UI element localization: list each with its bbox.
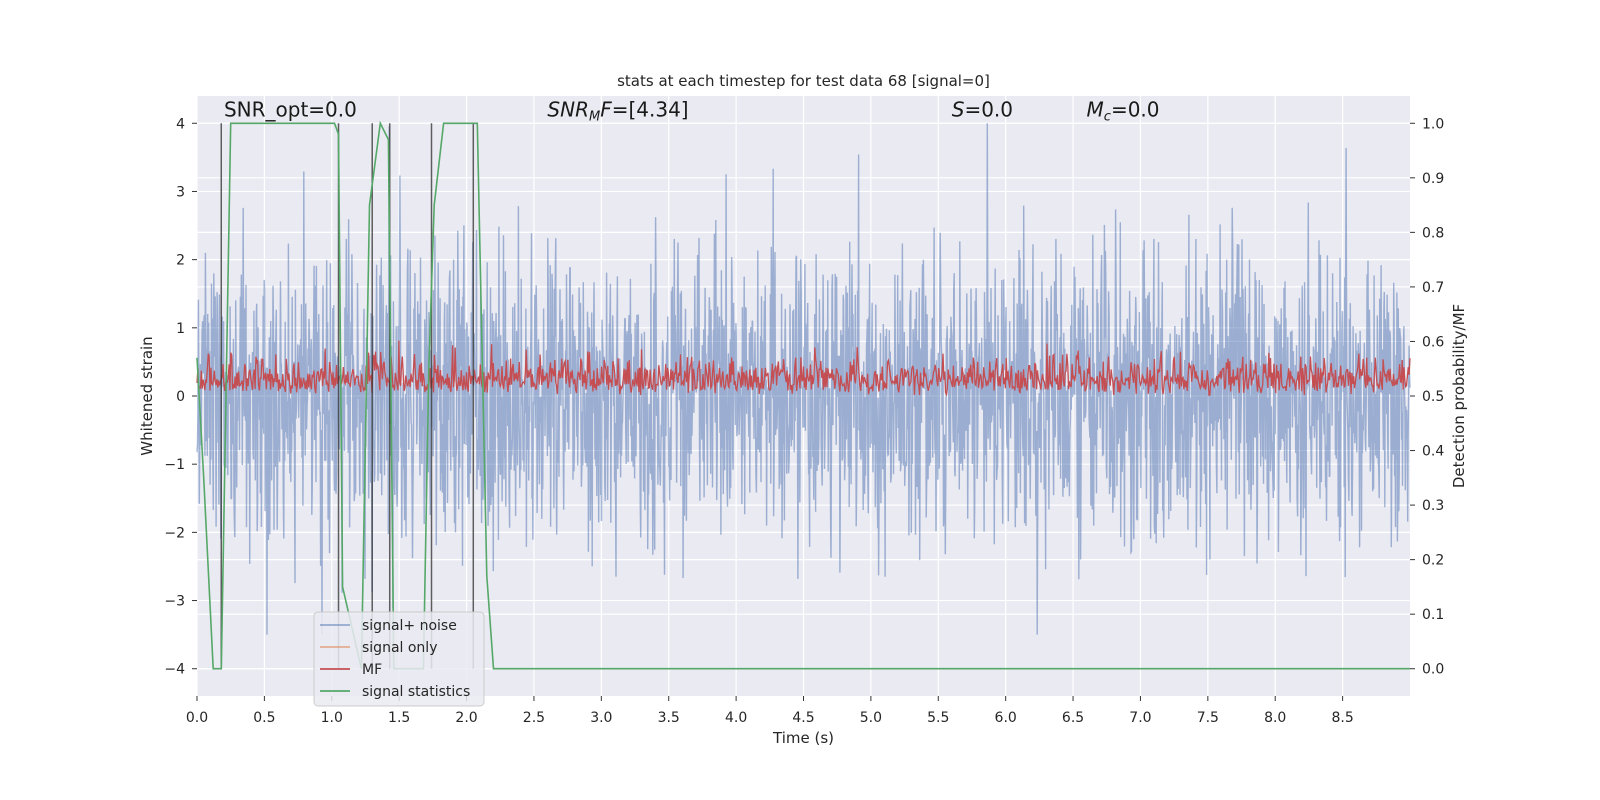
y-right-tick-label: 0.9 (1422, 171, 1444, 187)
y-right-tick-label: 0.6 (1422, 334, 1444, 350)
signal-statistics-line (196, 120, 1410, 670)
y-left-tick-label: −4 (164, 662, 185, 678)
legend-label: signal statistics (362, 684, 470, 700)
y-left-tick-label: 3 (176, 184, 185, 200)
x-tick-label: 3.0 (590, 710, 612, 726)
annotation-snr-mf: SNRMF=[4.34] (547, 97, 688, 124)
y-right-tick-label: 0.0 (1422, 662, 1444, 678)
x-tick-label: 1.0 (321, 710, 343, 726)
x-tick-label: 2.0 (455, 710, 477, 726)
y-right-tick-label: 0.2 (1422, 553, 1444, 569)
y-left-tick-label: −2 (164, 525, 185, 541)
mf-line (196, 340, 1411, 397)
legend-label: signal+ noise (362, 618, 457, 634)
y-right-tick-label: 0.4 (1422, 444, 1444, 460)
y-axis-label-left: Whitened strain (138, 336, 156, 455)
x-tick-label: 5.5 (927, 710, 949, 726)
y-left-tick-label: 2 (176, 253, 185, 269)
x-tick-label: 2.5 (523, 710, 545, 726)
annotation-mc-val: Mc=0.0 (1087, 97, 1160, 124)
tick-labels: 0.0 0.5 1.0 1.5 2.0 2.5 3.0 3.5 4.0 4.5 5.0 5.5 6.0 6… (164, 116, 1444, 726)
y-left-tick-label: 1 (176, 321, 185, 337)
y-right-tick-label: 0.1 (1422, 607, 1444, 623)
y-left-tick-label: −3 (164, 594, 185, 610)
legend: signal+ noise signal only MF signal statist… (313, 611, 485, 707)
x-tick-label: 8.5 (1331, 710, 1353, 726)
y-right-tick-label: 1.0 (1422, 116, 1444, 132)
legend-label: signal only (362, 640, 437, 656)
x-tick-label: 7.5 (1197, 710, 1219, 726)
y-right-tick-label: 0.7 (1422, 280, 1444, 296)
x-tick-label: 4.0 (725, 710, 747, 726)
x-axis-label: Time (s) (772, 729, 834, 747)
x-tick-label: 7.0 (1129, 710, 1151, 726)
legend-label: MF (362, 662, 382, 678)
y-axis-label-right: Detection probability/MF (1450, 304, 1468, 488)
x-tick-label: 5.0 (860, 710, 882, 726)
y-right-tick-label: 0.3 (1422, 498, 1444, 514)
y-right-tick-label: 0.8 (1422, 225, 1444, 241)
y-left-tick-label: 4 (176, 116, 185, 132)
mf-series (196, 340, 1411, 397)
x-tick-label: 3.5 (658, 710, 680, 726)
signal-statistics-series (196, 120, 1410, 670)
x-tick-label: 8.0 (1264, 710, 1286, 726)
y-left-tick-label: −1 (164, 457, 185, 473)
annotations: SNR_opt=0.0 SNRMF=[4.34] S=0.0 Mc=0.0 (224, 97, 1160, 124)
x-tick-label: 4.5 (792, 710, 814, 726)
chart-title: stats at each timestep for test data 68 … (617, 72, 990, 90)
x-tick-label: 6.0 (995, 710, 1017, 726)
x-tick-label: 0.5 (253, 710, 275, 726)
annotation-snr-opt: SNR_opt=0.0 (224, 97, 357, 121)
x-tick-label: 6.5 (1062, 710, 1084, 726)
annotation-s-val: S=0.0 (952, 97, 1013, 121)
x-tick-label: 0.0 (186, 710, 208, 726)
x-tick-label: 1.5 (388, 710, 410, 726)
y-left-tick-label: 0 (176, 389, 185, 405)
y-right-tick-label: 0.5 (1422, 389, 1444, 405)
legend-box (313, 611, 485, 707)
